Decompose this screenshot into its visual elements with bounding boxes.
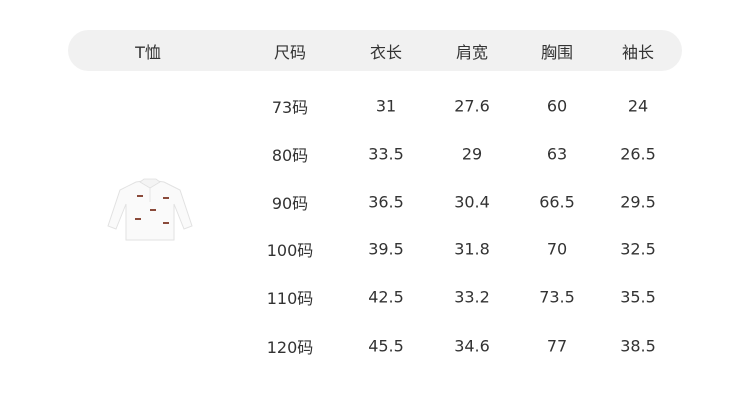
table-header-bar	[68, 30, 682, 71]
product-shirt-image	[107, 178, 193, 241]
table-cell: 73.5	[539, 287, 575, 307]
table-cell: 30.4	[454, 192, 490, 212]
table-cell: 34.6	[454, 336, 490, 356]
table-cell: 24	[627, 96, 649, 116]
table-cell: 110码	[266, 289, 314, 308]
header-length: 衣长	[369, 43, 403, 62]
table-cell: 29	[461, 144, 483, 164]
header-tshirt: T恤	[135, 43, 161, 62]
table-cell: 33.2	[454, 287, 490, 307]
table-cell: 63	[546, 144, 568, 164]
table-cell: 60	[546, 96, 568, 116]
table-cell: 120码	[266, 338, 314, 357]
table-cell: 39.5	[368, 239, 404, 259]
header-size: 尺码	[273, 43, 307, 62]
table-cell: 31	[375, 96, 397, 116]
table-cell: 77	[546, 336, 568, 356]
table-cell: 32.5	[620, 239, 656, 259]
header-chest: 胸围	[540, 43, 574, 62]
table-cell: 42.5	[368, 287, 404, 307]
table-cell: 27.6	[454, 96, 490, 116]
table-cell: 73码	[271, 98, 309, 117]
table-cell: 80码	[271, 146, 309, 165]
table-cell: 35.5	[620, 287, 656, 307]
table-cell: 70	[546, 239, 568, 259]
table-cell: 45.5	[368, 336, 404, 356]
header-shoulder: 肩宽	[455, 43, 489, 62]
table-cell: 90码	[271, 194, 309, 213]
header-sleeve: 袖长	[621, 43, 655, 62]
table-cell: 29.5	[620, 192, 656, 212]
table-cell: 26.5	[620, 144, 656, 164]
table-cell: 66.5	[539, 192, 575, 212]
table-cell: 31.8	[454, 239, 490, 259]
table-cell: 100码	[266, 241, 314, 260]
table-cell: 38.5	[620, 336, 656, 356]
table-cell: 33.5	[368, 144, 404, 164]
table-cell: 36.5	[368, 192, 404, 212]
